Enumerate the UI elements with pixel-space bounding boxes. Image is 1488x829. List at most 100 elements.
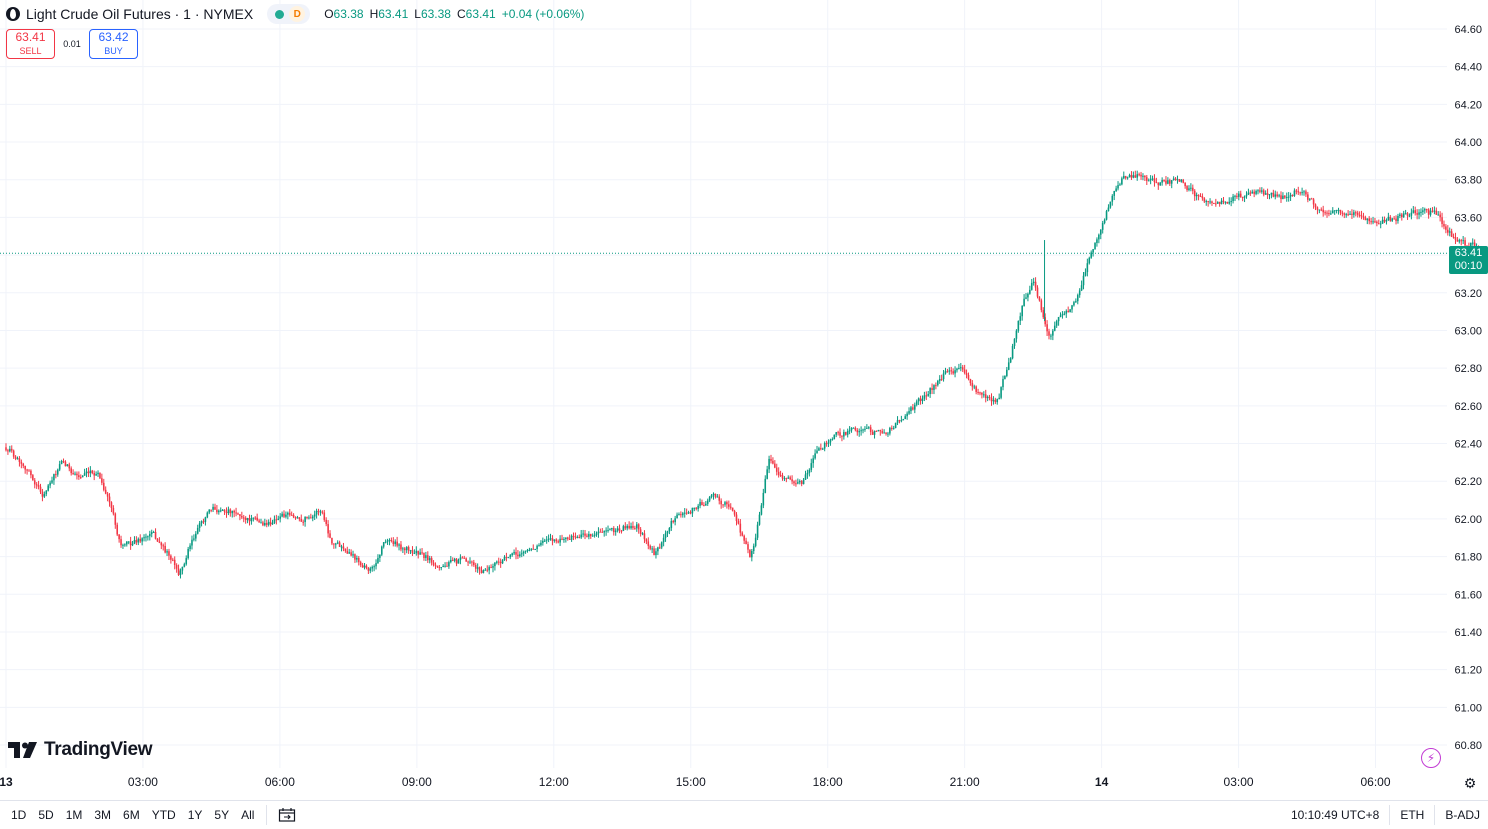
candle-body xyxy=(762,492,765,506)
candle-body xyxy=(752,545,755,552)
candle-body xyxy=(444,565,446,567)
candle-body xyxy=(1007,362,1010,370)
candle-body xyxy=(829,439,832,443)
candle-body xyxy=(95,474,97,476)
candle-body xyxy=(1075,301,1077,303)
last-price: 63.41 xyxy=(1454,247,1483,259)
range-button-1y[interactable]: 1Y xyxy=(187,808,203,822)
candle-body xyxy=(998,397,1000,399)
candle-body xyxy=(1103,219,1106,224)
candle-body xyxy=(1126,177,1129,179)
candle-body xyxy=(340,546,343,548)
toolbar-divider xyxy=(1389,805,1391,825)
candle-body xyxy=(125,541,128,545)
candle-body xyxy=(687,512,690,514)
range-button-5y[interactable]: 5Y xyxy=(214,808,230,822)
candle-body xyxy=(582,533,584,535)
candle-body xyxy=(252,517,255,519)
candle-body xyxy=(900,420,903,422)
candle-body xyxy=(1053,325,1056,331)
candle-body xyxy=(683,512,686,514)
candle-body xyxy=(1086,263,1089,273)
candle-body xyxy=(963,369,966,374)
calendar-range-icon[interactable] xyxy=(277,806,297,824)
y-tick-label: 62.60 xyxy=(1454,401,1482,413)
range-button-1m[interactable]: 1M xyxy=(65,808,83,822)
candle-body xyxy=(352,554,354,556)
candle-body xyxy=(1291,194,1294,196)
candle-body xyxy=(561,538,563,540)
status-pill[interactable]: D xyxy=(267,4,311,24)
range-button-3m[interactable]: 3M xyxy=(94,808,112,822)
candle-body xyxy=(296,517,299,519)
y-tick-label: 61.80 xyxy=(1454,552,1482,564)
candle-body xyxy=(1287,196,1290,198)
candle-body xyxy=(693,507,696,509)
candle-body xyxy=(467,561,469,563)
candle-body xyxy=(1184,182,1186,187)
high-value: H63.41 xyxy=(369,7,409,21)
toolbar-divider xyxy=(1434,805,1436,825)
candle-body xyxy=(156,538,159,542)
lightning-icon[interactable]: ⚡ xyxy=(1421,748,1441,768)
candle-body xyxy=(18,458,21,462)
candle-body xyxy=(651,548,653,550)
range-button-1d[interactable]: 1D xyxy=(11,808,27,822)
candle-body xyxy=(49,482,51,486)
candle-body xyxy=(745,540,747,545)
range-button-5d[interactable]: 5D xyxy=(38,808,54,822)
candle-body xyxy=(1308,198,1311,200)
buy-button[interactable]: 63.42 BUY xyxy=(89,29,138,59)
candle-body xyxy=(1458,240,1461,242)
candle-body xyxy=(1224,201,1227,203)
candle-body xyxy=(108,496,111,503)
buy-label: BUY xyxy=(104,46,123,56)
candle-body xyxy=(198,523,201,528)
last-price-tag: 63.41 00:10 xyxy=(1449,246,1488,274)
candle-body xyxy=(33,480,36,485)
range-button-6m[interactable]: 6M xyxy=(123,808,140,822)
candle-body xyxy=(442,565,444,568)
candle-body xyxy=(127,541,130,543)
candle-body xyxy=(1257,190,1259,192)
tradingview-logo[interactable]: TradingView xyxy=(8,738,153,762)
candle-body xyxy=(729,506,732,508)
candle-body xyxy=(1366,218,1369,221)
candle-body xyxy=(1023,298,1025,307)
candle-body xyxy=(818,448,820,451)
candle-body xyxy=(914,404,916,410)
candle-body xyxy=(392,541,395,545)
candle-body xyxy=(1374,221,1376,223)
clock-timezone[interactable]: 10:10:49 UTC+8 xyxy=(1290,808,1380,822)
candle-body xyxy=(517,554,519,557)
candle-body xyxy=(97,472,99,475)
candle-body xyxy=(1425,209,1428,211)
candle-body xyxy=(200,521,203,524)
candle-body xyxy=(256,517,258,521)
price-chart[interactable]: 64.6064.4064.2064.0063.8063.6063.4063.20… xyxy=(0,0,1488,800)
candle-body xyxy=(1324,212,1326,214)
spread-value: 0.01 xyxy=(63,39,81,49)
candle-body xyxy=(290,514,293,516)
candle-body xyxy=(1002,378,1004,388)
candle-body xyxy=(820,448,822,450)
settings-gear-icon[interactable]: ⚙ xyxy=(1463,774,1477,791)
candle-body xyxy=(70,468,72,474)
range-button-all[interactable]: All xyxy=(241,808,255,822)
candle-body xyxy=(361,565,364,568)
candle-body xyxy=(630,526,632,529)
adjustment-toggle[interactable]: B-ADJ xyxy=(1445,808,1480,822)
candle-body xyxy=(1117,185,1119,189)
candle-body xyxy=(1368,218,1371,222)
candle-body xyxy=(114,513,117,525)
candle-body xyxy=(843,432,845,437)
session-toggle[interactable]: ETH xyxy=(1400,808,1425,822)
sell-button[interactable]: 63.41 SELL xyxy=(6,29,55,59)
candle-body xyxy=(896,420,899,423)
symbol-title[interactable]: Light Crude Oil Futures · 1 · NYMEX xyxy=(26,6,254,22)
range-button-ytd[interactable]: YTD xyxy=(151,808,176,822)
candle-body xyxy=(806,472,809,475)
candle-body xyxy=(912,407,914,410)
candle-body xyxy=(660,542,663,548)
candle-body xyxy=(1107,207,1110,212)
